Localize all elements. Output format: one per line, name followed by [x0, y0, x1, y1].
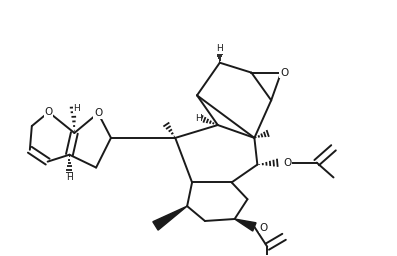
Text: H: H — [216, 44, 223, 53]
Text: H: H — [73, 104, 80, 113]
Text: O: O — [94, 108, 102, 118]
Polygon shape — [235, 219, 256, 231]
Polygon shape — [153, 206, 187, 230]
Text: O: O — [280, 68, 288, 78]
Text: O: O — [259, 223, 268, 233]
Text: O: O — [44, 107, 53, 117]
Text: H: H — [195, 114, 201, 123]
Text: H: H — [66, 173, 73, 182]
Text: O: O — [283, 158, 291, 168]
